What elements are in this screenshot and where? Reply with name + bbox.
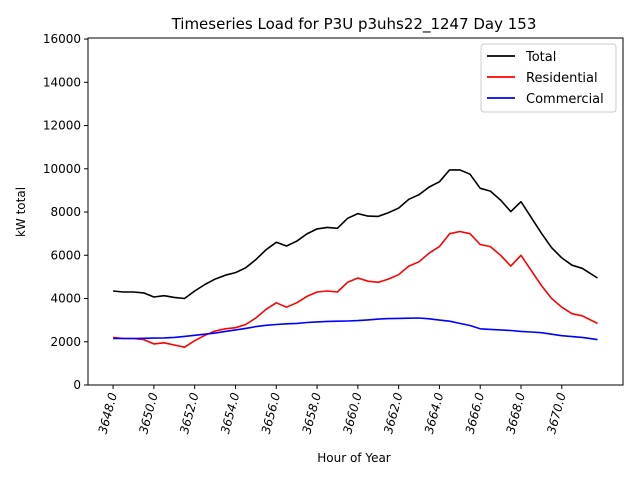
x-tick-label: 3666.0 — [463, 391, 487, 436]
legend-label-commercial: Commercial — [526, 92, 604, 107]
y-tick-label: 14000 — [43, 75, 81, 89]
x-tick-label: 3668.0 — [504, 391, 528, 436]
x-tick-label: 3648.0 — [96, 391, 120, 436]
x-axis-label: Hour of Year — [317, 451, 391, 465]
x-tick-label: 3654.0 — [218, 391, 242, 436]
y-tick-label: 12000 — [43, 119, 81, 133]
y-tick-label: 4000 — [50, 292, 81, 306]
y-tick-label: 2000 — [50, 335, 81, 349]
y-tick-label: 6000 — [50, 248, 81, 262]
chart-title: Timeseries Load for P3U p3uhs22_1247 Day… — [171, 15, 537, 34]
y-tick-label: 8000 — [50, 205, 81, 219]
legend-label-residential: Residential — [526, 71, 598, 86]
legend: Total Residential Commercial — [480, 43, 617, 113]
y-axis-label: kW total — [14, 187, 28, 237]
x-tick-label: 3664.0 — [422, 391, 446, 436]
x-tick-label: 3656.0 — [259, 391, 283, 436]
x-tick-label: 3660.0 — [340, 391, 364, 436]
x-tick-label: 3662.0 — [381, 391, 405, 436]
x-tick-label: 3650.0 — [136, 391, 160, 436]
y-tick-label: 0 — [73, 378, 81, 392]
y-tick-label: 16000 — [43, 32, 81, 46]
plot-frame — [87, 37, 624, 386]
legend-label-total: Total — [525, 50, 556, 65]
series-line-total — [113, 169, 598, 300]
x-tick-label: 3652.0 — [177, 391, 201, 436]
series-line-commercial — [113, 317, 598, 341]
y-tick-label: 10000 — [43, 162, 81, 176]
x-tick-label: 3670.0 — [544, 391, 568, 436]
legend-box — [480, 43, 617, 113]
x-tick-label: 3658.0 — [300, 391, 324, 436]
series-line-residential — [113, 230, 598, 349]
